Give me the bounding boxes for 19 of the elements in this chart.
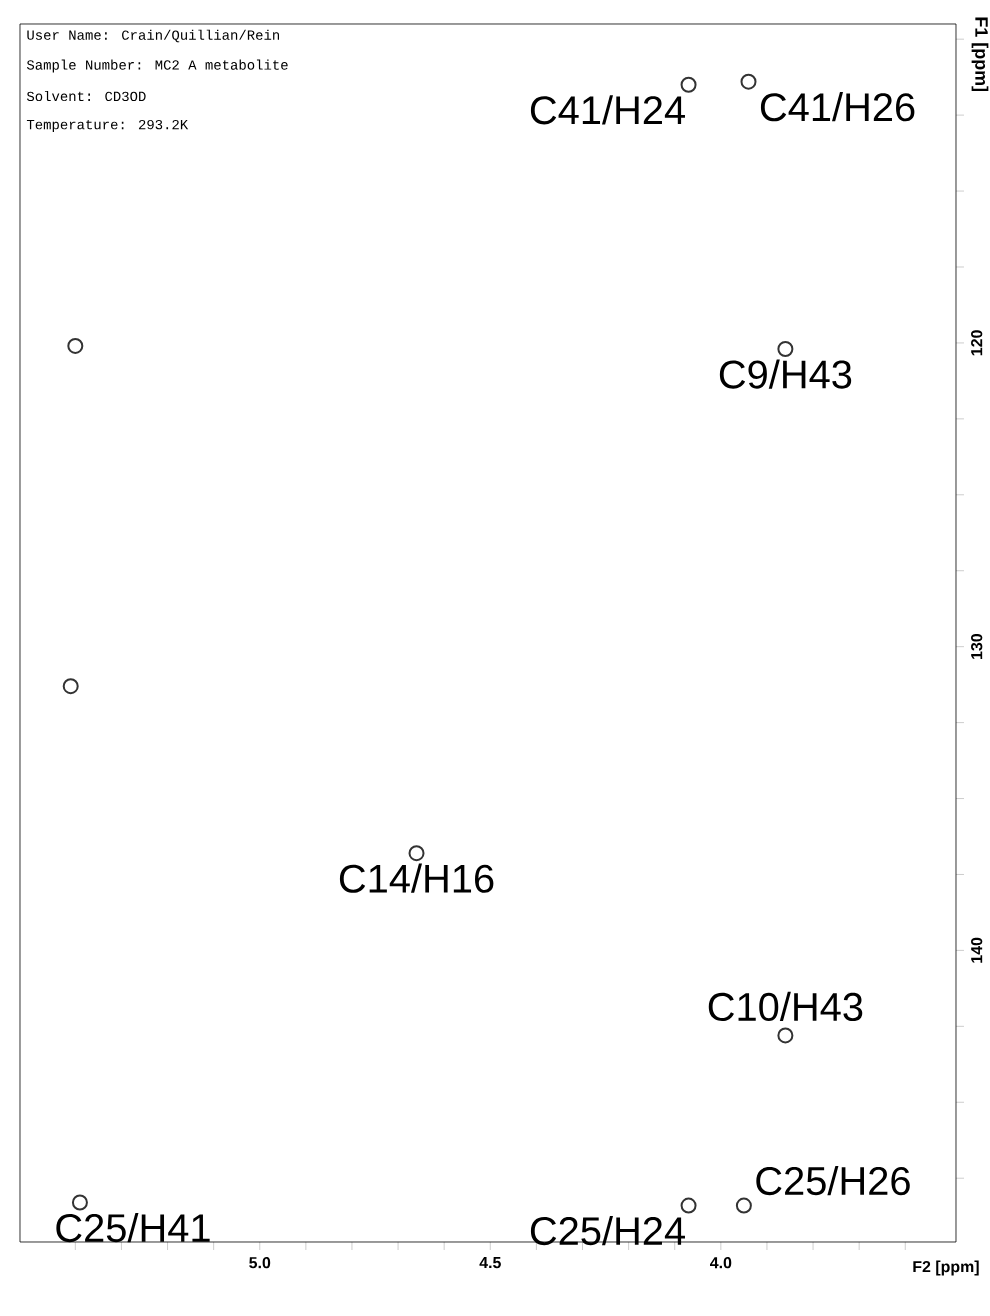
- annotation: C10/H43: [708, 991, 863, 1022]
- point: [777, 341, 794, 357]
- point: [408, 845, 425, 862]
- point: [777, 1027, 794, 1044]
- point: [740, 73, 757, 90]
- annotation: C9/H43: [719, 359, 852, 389]
- annotation: C25/H24: [530, 1215, 685, 1246]
- annotation: C25/H41: [56, 1212, 210, 1243]
- point: [680, 76, 697, 93]
- point: [71, 1194, 88, 1211]
- annotation: C25/H26: [756, 1165, 910, 1196]
- annotation: C41/H26: [760, 92, 915, 122]
- y-axis-title: F1 [ppm]: [971, 17, 989, 92]
- point: [680, 1197, 697, 1214]
- annotation: C41/H24: [530, 95, 685, 125]
- point: [735, 1197, 752, 1214]
- point: [67, 337, 84, 354]
- annotation: C14/H16: [339, 863, 494, 893]
- point: [62, 678, 79, 695]
